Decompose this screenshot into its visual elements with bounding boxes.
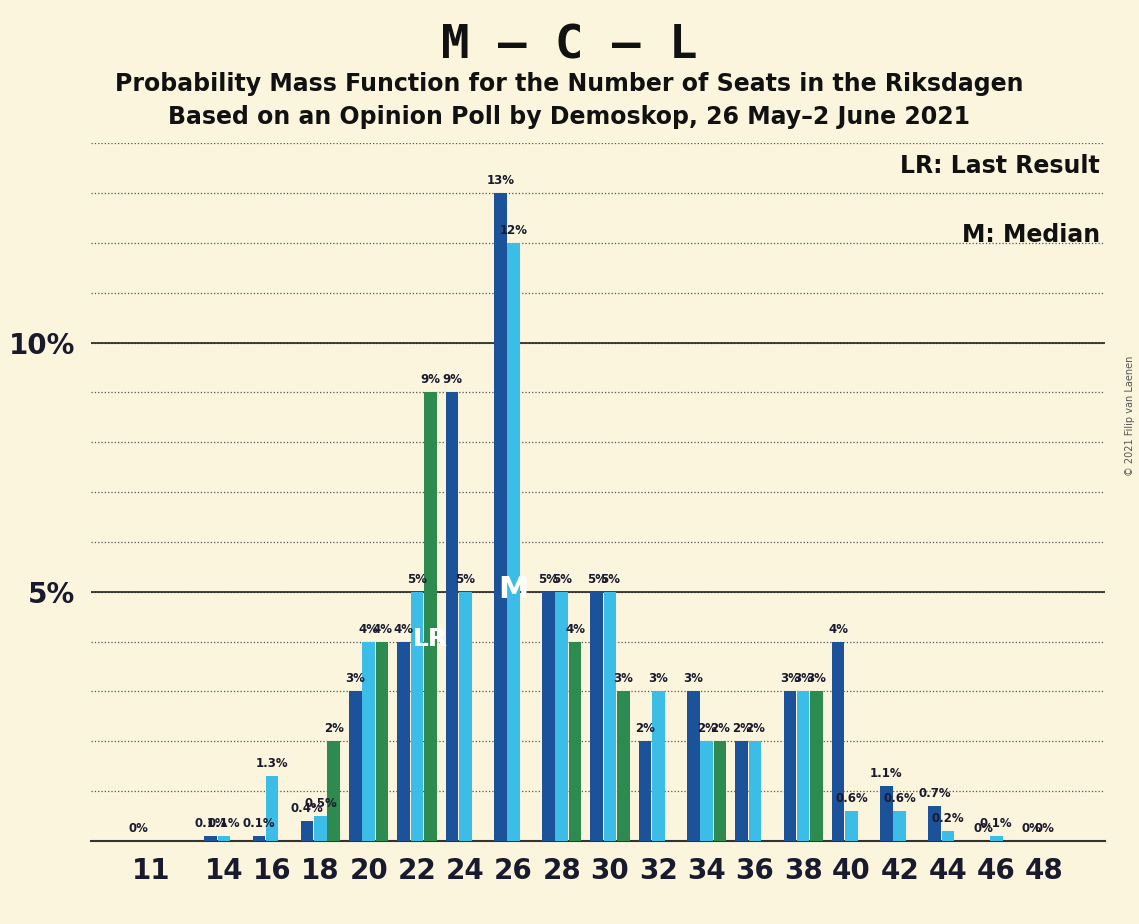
Text: 0.1%: 0.1%: [195, 817, 227, 830]
Bar: [928, 806, 941, 841]
Text: 0.6%: 0.6%: [835, 792, 868, 805]
Text: 0.4%: 0.4%: [290, 802, 323, 815]
Text: © 2021 Filip van Laenen: © 2021 Filip van Laenen: [1125, 356, 1134, 476]
Text: 9%: 9%: [442, 373, 462, 386]
Text: 5%: 5%: [600, 573, 620, 586]
Bar: [398, 641, 410, 841]
Bar: [700, 741, 713, 841]
Bar: [797, 691, 810, 841]
Bar: [265, 776, 278, 841]
Text: 2%: 2%: [636, 723, 655, 736]
Text: 1.1%: 1.1%: [870, 767, 903, 780]
Text: 5%: 5%: [551, 573, 572, 586]
Bar: [713, 741, 727, 841]
Text: 12%: 12%: [500, 224, 527, 237]
Text: 0%: 0%: [1034, 821, 1055, 835]
Bar: [327, 741, 341, 841]
Bar: [810, 691, 822, 841]
Text: LR: LR: [412, 627, 448, 651]
Text: 3%: 3%: [648, 673, 669, 686]
Text: 3%: 3%: [806, 673, 826, 686]
Text: 0.1%: 0.1%: [207, 817, 240, 830]
Text: 0%: 0%: [129, 821, 148, 835]
Text: 3%: 3%: [345, 673, 366, 686]
Text: 3%: 3%: [780, 673, 800, 686]
Text: 3%: 3%: [614, 673, 633, 686]
Text: 0.5%: 0.5%: [304, 796, 337, 810]
Bar: [639, 741, 652, 841]
Bar: [893, 811, 906, 841]
Bar: [424, 393, 436, 841]
Bar: [494, 193, 507, 841]
Bar: [880, 786, 893, 841]
Text: 0.2%: 0.2%: [932, 812, 965, 825]
Bar: [748, 741, 761, 841]
Bar: [253, 836, 265, 841]
Text: 0.1%: 0.1%: [243, 817, 276, 830]
Text: 4%: 4%: [828, 623, 849, 636]
Text: 4%: 4%: [565, 623, 585, 636]
Bar: [942, 831, 954, 841]
Bar: [218, 836, 230, 841]
Bar: [362, 641, 375, 841]
Bar: [376, 641, 388, 841]
Text: 1.3%: 1.3%: [256, 757, 288, 770]
Text: 0%: 0%: [1022, 821, 1041, 835]
Text: 0%: 0%: [973, 821, 993, 835]
Text: 4%: 4%: [372, 623, 392, 636]
Text: M: Median: M: Median: [961, 224, 1100, 248]
Text: Probability Mass Function for the Number of Seats in the Riksdagen: Probability Mass Function for the Number…: [115, 72, 1024, 96]
Text: M – C – L: M – C – L: [441, 23, 698, 68]
Text: 2%: 2%: [745, 723, 764, 736]
Text: M: M: [498, 576, 528, 604]
Text: 2%: 2%: [323, 723, 344, 736]
Bar: [784, 691, 796, 841]
Text: 5%: 5%: [456, 573, 475, 586]
Bar: [411, 591, 424, 841]
Bar: [507, 243, 519, 841]
Text: 9%: 9%: [420, 373, 441, 386]
Bar: [349, 691, 362, 841]
Text: 13%: 13%: [486, 174, 514, 187]
Bar: [617, 691, 630, 841]
Bar: [204, 836, 216, 841]
Text: 2%: 2%: [697, 723, 716, 736]
Bar: [556, 591, 568, 841]
Bar: [736, 741, 748, 841]
Bar: [445, 393, 458, 841]
Bar: [604, 591, 616, 841]
Bar: [590, 591, 603, 841]
Text: 0.7%: 0.7%: [918, 787, 951, 800]
Bar: [831, 641, 844, 841]
Bar: [459, 591, 472, 841]
Text: 5%: 5%: [539, 573, 558, 586]
Text: 5%: 5%: [407, 573, 427, 586]
Bar: [845, 811, 858, 841]
Text: LR: Last Result: LR: Last Result: [900, 153, 1100, 177]
Bar: [687, 691, 699, 841]
Bar: [314, 816, 327, 841]
Text: 3%: 3%: [793, 673, 813, 686]
Text: 5%: 5%: [587, 573, 607, 586]
Text: 4%: 4%: [359, 623, 378, 636]
Bar: [301, 821, 313, 841]
Text: 3%: 3%: [683, 673, 703, 686]
Bar: [990, 836, 1002, 841]
Bar: [652, 691, 665, 841]
Text: 0.1%: 0.1%: [980, 817, 1013, 830]
Bar: [568, 641, 581, 841]
Text: Based on an Opinion Poll by Demoskop, 26 May–2 June 2021: Based on an Opinion Poll by Demoskop, 26…: [169, 105, 970, 129]
Text: 2%: 2%: [710, 723, 730, 736]
Text: 0.6%: 0.6%: [884, 792, 916, 805]
Bar: [542, 591, 555, 841]
Text: 4%: 4%: [394, 623, 413, 636]
Text: 2%: 2%: [731, 723, 752, 736]
